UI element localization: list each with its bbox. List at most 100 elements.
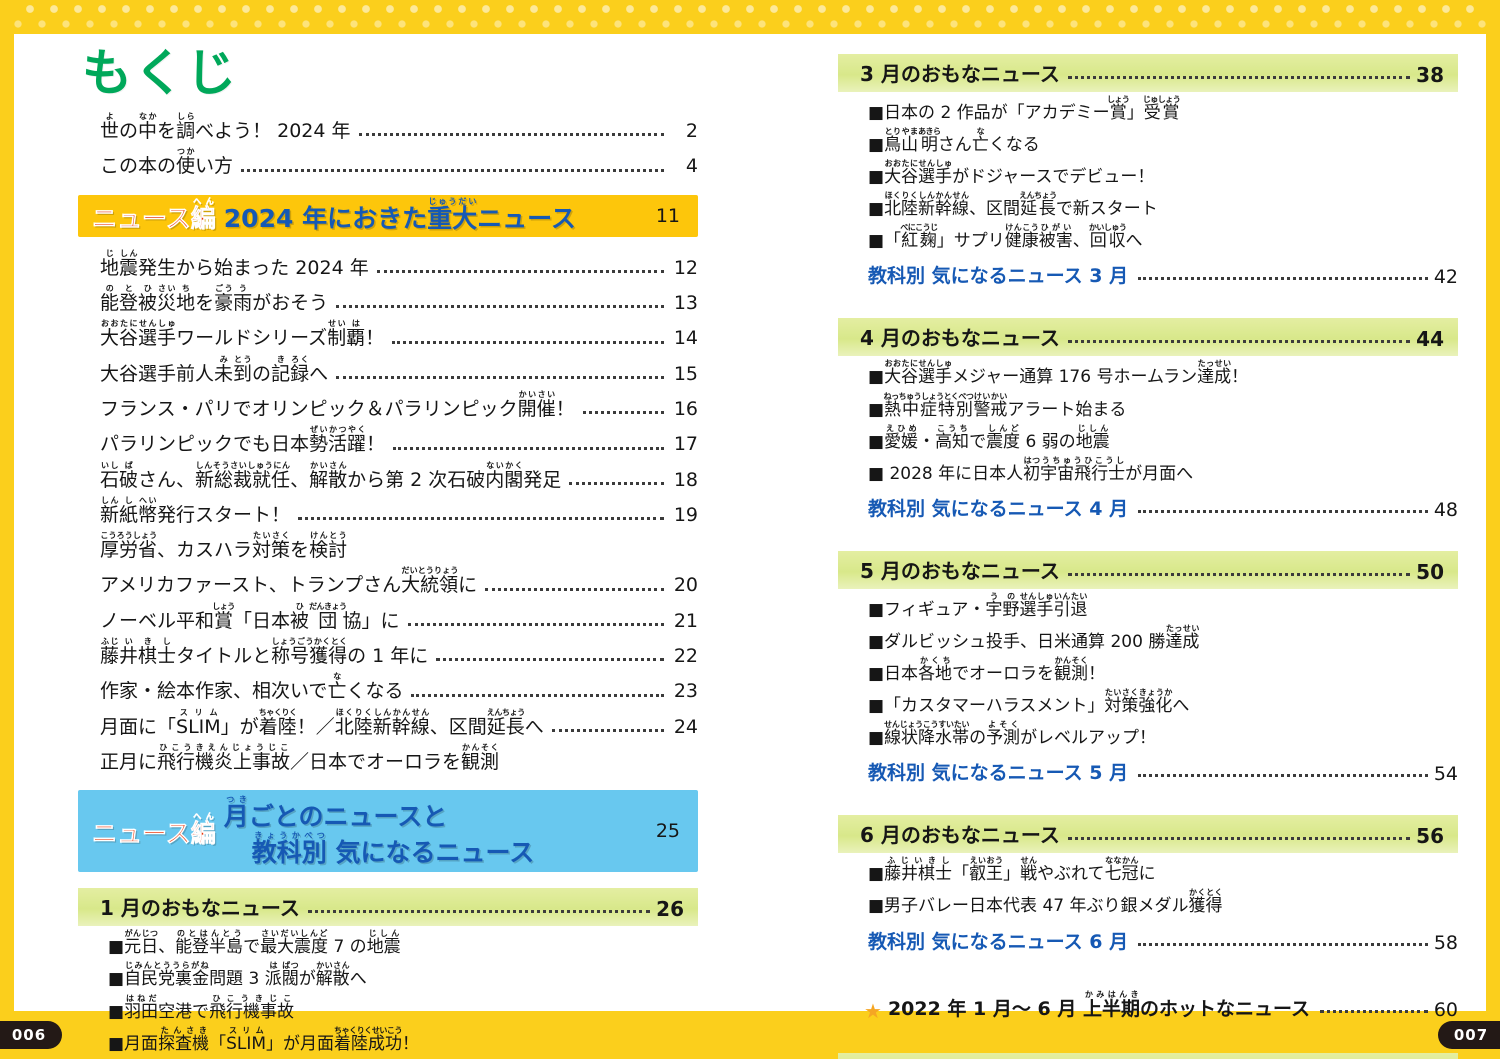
list-item: ■月面探査機たんさき「SLIMスリム」が月面着陸成功ちゃくりくせいこう！ xyxy=(108,1025,420,1054)
leader-dots xyxy=(336,375,664,379)
toc-entry-label: 月面に「SLIMスリム」が着陸ちゃくりく！／北陸新幹線ほくりくしんかんせん、区間… xyxy=(100,707,544,738)
section-tag: ニュース編へん xyxy=(92,196,217,233)
list-item: ■熱中症特別ねっちゅうしょうとくべつ警戒けいかいアラート始まる xyxy=(868,391,1127,420)
toc-entry-s1-8[interactable]: 厚労省こうろうしょう、カスハラ対策たいさくを検討けんとう xyxy=(78,529,698,564)
leader-dots xyxy=(336,305,664,309)
folio-right: 007 xyxy=(1438,1021,1500,1049)
decorative-left-border xyxy=(0,0,14,1059)
subject-news-link-3[interactable]: 教科別 気になるニュース 3 月 42 xyxy=(838,255,1458,292)
toc-entry-s1-4[interactable]: フランス・パリでオリンピック＆パラリンピック開催かいさい！ 16 xyxy=(78,388,698,423)
toc-entry-s1-10[interactable]: ノーベル平和賞しょう「日本被ひ団だんきょう協」に 21 xyxy=(78,600,698,635)
month-header-7[interactable]: 7 月のおもなニュース 62 xyxy=(838,1052,1458,1059)
leader-dots xyxy=(551,729,664,732)
leader-dots xyxy=(407,623,664,627)
leader-dots xyxy=(1138,509,1428,513)
toc-entry-s1-14[interactable]: 正月に飛行機炎上事故ひこうきえんじょうじこ／日本でオーロラを観測かんそく xyxy=(78,741,698,776)
toc-entry-label: 作家・絵本作家、相次いで亡なくなる xyxy=(100,672,404,703)
leader-dots xyxy=(1067,340,1411,344)
toc-entry-s1-6[interactable]: 石いし破ばさん、新総裁就任しんそうさいしゅうにん、解散かいさんから第 2 次石破… xyxy=(78,459,698,494)
toc-entry-s1-2[interactable]: 大おお谷たに選せん手しゅワールドシリーズ制せい覇は！ 14 xyxy=(78,317,698,352)
subject-news-page: 48 xyxy=(1433,498,1458,521)
toc-entry-s1-1[interactable]: 能の登と被ひ災さい地ちを豪ごう雨うがおそう 13 xyxy=(78,282,698,317)
subject-news-label: 教科別 気になるニュース 4 月 xyxy=(868,497,1129,520)
list-item: ■フィギュア・宇う野の選手引退せんしゅいんたい xyxy=(868,591,1088,620)
subject-news-label: 教科別 気になるニュース 5 月 xyxy=(868,762,1129,785)
subject-news-page: 58 xyxy=(1433,931,1458,954)
list-item: ■日本の 2 作品が「アカデミー賞しょう」受賞じゅしょう xyxy=(868,95,1181,124)
decorative-bottom-border: 006 007 xyxy=(0,1011,1500,1059)
toc-entry-label: 藤ふじ井い棋き士しタイトルと称号獲得しょうごうかくとくの 1 年に xyxy=(100,637,429,668)
month-header-5[interactable]: 5 月のおもなニュース 50 xyxy=(838,550,1458,589)
month-header-label: 5 月のおもなニュース xyxy=(860,558,1060,583)
subject-news-label: 教科別 気になるニュース 6 月 xyxy=(868,930,1129,953)
month-header-3[interactable]: 3 月のおもなニュース 38 xyxy=(838,54,1458,92)
toc-entry-page: 17 xyxy=(673,433,698,456)
leader-dots xyxy=(411,693,664,697)
month-header-page: 56 xyxy=(1416,824,1444,849)
toc-entry-intro-0[interactable]: 世よの中なかを調しらべよう！ 2024 年 2 xyxy=(78,110,698,145)
list-item: ■ダルビッシュ投手、日米通算 200 勝達成たっせい xyxy=(868,623,1200,652)
month-header-page: 44 xyxy=(1416,327,1444,352)
toc-entry-page: 18 xyxy=(673,468,698,491)
star-icon: ★ xyxy=(864,998,882,1023)
section-banner-news-2024[interactable]: ニュース編へん 2024 年におきた重大じゅうだいニュース 11 xyxy=(78,194,698,237)
toc-entry-label: 正月に飛行機炎上事故ひこうきえんじょうじこ／日本でオーロラを観測かんそく xyxy=(100,743,500,774)
subject-news-page: 54 xyxy=(1433,763,1458,786)
toc-entry-page: 16 xyxy=(673,397,698,420)
toc-entry-label: 世よの中なかを調しらべよう！ 2024 年 xyxy=(100,112,351,143)
toc-entry-s1-5[interactable]: パラリンピックでも日本勢活躍ぜいかつやく！ 17 xyxy=(78,423,698,458)
month-header-6[interactable]: 6 月のおもなニュース 56 xyxy=(838,815,1458,854)
toc-entry-s1-3[interactable]: 大谷選手前人未み到とうの記き録ろくへ 15 xyxy=(78,353,698,388)
right-page-column: 3 月のおもなニュース 38 ■日本の 2 作品が「アカデミー賞しょう」受賞じゅ… xyxy=(838,34,1458,1059)
leader-dots xyxy=(1067,572,1411,576)
special-feature-page: 60 xyxy=(1433,998,1458,1021)
toc-entry-s1-7[interactable]: 新しん紙し幣へい発行スタート！ 19 xyxy=(78,494,698,529)
list-item: ■ 2028 年に日本人初はつ宇宙飛行士うちゅうひこうしが月面へ xyxy=(868,455,1194,484)
subject-news-link-5[interactable]: 教科別 気になるニュース 5 月 54 xyxy=(838,752,1458,789)
leader-dots xyxy=(393,446,664,450)
toc-entry-s1-12[interactable]: 作家・絵本作家、相次いで亡なくなる 23 xyxy=(78,670,698,705)
list-item: ■元がん日じつ、能登半島のとはんとうで最大震度さいだいしんど 7 の地震じしん xyxy=(108,929,401,958)
toc-entry-s1-9[interactable]: アメリカファースト、トランプさん大統領だいとうりょうに 20 xyxy=(78,564,698,599)
toc-entry-s1-13[interactable]: 月面に「SLIMスリム」が着陸ちゃくりく！／北陸新幹線ほくりくしんかんせん、区間… xyxy=(78,706,698,741)
section-banner-monthly-news[interactable]: ニュース編へん 月つきごとのニュースと 教科別きょうかべつ 気になるニュース 2… xyxy=(78,790,698,873)
leader-dots xyxy=(485,587,664,591)
toc-entry-intro-1[interactable]: この本の使つかい方 4 xyxy=(78,145,698,180)
toc-entry-s1-0[interactable]: 地じ震しん発生から始まった 2024 年 12 xyxy=(78,247,698,282)
month-header-page: 50 xyxy=(1416,559,1444,584)
subject-news-link-4[interactable]: 教科別 気になるニュース 4 月 48 xyxy=(838,488,1458,525)
list-item: ■日本各地かくちでオーロラを観測かんそく！ xyxy=(868,656,1106,685)
toc-entry-label: パラリンピックでも日本勢活躍ぜいかつやく！ xyxy=(100,425,386,456)
toc-entry-page: 23 xyxy=(673,680,698,703)
toc-entry-page: 22 xyxy=(673,645,698,668)
leader-dots xyxy=(1067,837,1411,841)
toc-entry-page: 21 xyxy=(673,609,698,632)
leader-dots xyxy=(582,411,664,415)
toc-entry-label: フランス・パリでオリンピック＆パラリンピック開催かいさい！ xyxy=(100,389,575,420)
leader-dots xyxy=(1320,1009,1428,1013)
subject-news-link-6[interactable]: 教科別 気になるニュース 6 月 58 xyxy=(838,921,1458,958)
leader-dots xyxy=(507,766,664,767)
subject-news-label: 教科別 気になるニュース 3 月 xyxy=(868,265,1129,288)
toc-entry-label: 大おお谷たに選せん手しゅワールドシリーズ制せい覇は！ xyxy=(100,319,385,350)
section-tag: ニュース編へん xyxy=(92,812,217,849)
leader-dots xyxy=(436,658,664,662)
month-header-1[interactable]: 1 月のおもなニュース 26 xyxy=(78,888,698,927)
page-title: もくじ xyxy=(82,44,238,102)
toc-entry-s1-11[interactable]: 藤ふじ井い棋き士しタイトルと称号獲得しょうごうかくとくの 1 年に 22 xyxy=(78,635,698,670)
folio-left: 006 xyxy=(0,1021,62,1049)
month-header-4[interactable]: 4 月のおもなニュース 44 xyxy=(838,318,1458,357)
decorative-right-border xyxy=(1486,0,1500,1059)
section-page: 11 xyxy=(655,204,680,227)
list-item: ■愛媛えひめ・高知こうちで震度しんど 6 弱の地震じしん xyxy=(868,423,1110,452)
leader-dots xyxy=(1138,277,1428,281)
section-title: 2024 年におきた重大じゅうだいニュース xyxy=(223,197,576,234)
list-item: ■大谷選手おおたにせんしゅメジャー通算 176 号ホームラン達成たっせい！ xyxy=(868,359,1249,388)
decorative-top-border xyxy=(0,0,1500,34)
special-feature-link[interactable]: ★ 2022 年 1 月〜 6 月 上半期かみはんきのホットなニュース 60 xyxy=(838,980,1458,1027)
leader-dots xyxy=(1138,942,1428,946)
toc-entry-page: 14 xyxy=(673,327,698,350)
list-item: ■男子バレー日本代表 47 年ぶり銀メダル獲得かくとく xyxy=(868,888,1223,917)
leader-dots xyxy=(1067,76,1411,79)
section-title: 月つきごとのニュースと 教科別きょうかべつ 気になるニュース xyxy=(223,794,535,868)
